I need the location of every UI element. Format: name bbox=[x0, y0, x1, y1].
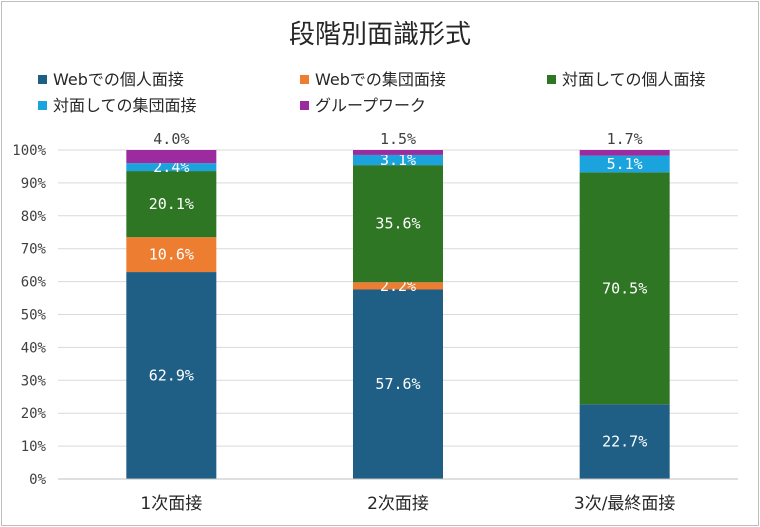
legend-item-web-individual: Webでの個人面接 bbox=[38, 66, 184, 90]
legend-label: Webでの集団面接 bbox=[315, 70, 446, 89]
y-tick-label: 70% bbox=[21, 242, 47, 258]
data-label: 57.6% bbox=[375, 375, 420, 393]
legend: Webでの個人面接 Webでの集団面接 対面しての個人面接 対面しての集団面接 … bbox=[0, 0, 760, 120]
y-tick-label: 80% bbox=[21, 209, 47, 225]
legend-swatch bbox=[38, 101, 47, 110]
bar-segment bbox=[353, 289, 443, 479]
bar-segment bbox=[353, 154, 443, 166]
data-label: 10.6% bbox=[149, 246, 194, 264]
data-label: 3.1% bbox=[380, 151, 416, 169]
bar-segment bbox=[126, 237, 217, 273]
bar-segment bbox=[579, 404, 670, 479]
bar-segment bbox=[126, 163, 217, 172]
y-tick-label: 100% bbox=[12, 143, 46, 159]
legend-swatch bbox=[547, 75, 556, 84]
y-tick-label: 10% bbox=[21, 439, 47, 455]
bar-segment bbox=[126, 171, 217, 238]
y-tick-label: 50% bbox=[21, 308, 47, 324]
data-label: 1.5% bbox=[380, 130, 416, 148]
bar-segment bbox=[353, 282, 443, 290]
y-tick-label: 60% bbox=[21, 275, 47, 291]
bar-segment bbox=[353, 165, 443, 283]
x-category-label: 1次面接 bbox=[140, 494, 202, 514]
bar-segment bbox=[579, 172, 670, 405]
data-label: 1.7% bbox=[607, 130, 643, 148]
bar-segment bbox=[126, 272, 217, 479]
legend-item-group-work: グループワーク bbox=[300, 92, 426, 116]
legend-swatch bbox=[300, 75, 309, 84]
data-label: 22.7% bbox=[602, 433, 647, 451]
legend-swatch bbox=[300, 101, 309, 110]
legend-item-inperson-individual: 対面しての個人面接 bbox=[547, 66, 706, 90]
y-tick-label: 20% bbox=[21, 406, 47, 422]
data-label: 70.5% bbox=[602, 279, 647, 297]
y-tick-label: 30% bbox=[21, 373, 47, 389]
data-label: 62.9% bbox=[149, 367, 194, 385]
y-tick-label: 90% bbox=[21, 176, 47, 192]
y-tick-label: 40% bbox=[21, 340, 47, 356]
data-label: 35.6% bbox=[375, 215, 420, 233]
bar-segment bbox=[353, 150, 443, 155]
bar-segment bbox=[579, 150, 670, 156]
legend-swatch bbox=[38, 75, 47, 84]
legend-item-inperson-group: 対面しての集団面接 bbox=[38, 92, 197, 116]
data-label: 5.1% bbox=[607, 155, 643, 173]
bar-segment bbox=[126, 150, 217, 164]
bar-segment bbox=[579, 155, 670, 173]
x-category-label: 3次/最終面接 bbox=[574, 494, 676, 514]
legend-label: 対面しての集団面接 bbox=[53, 96, 197, 115]
data-label: 4.0% bbox=[153, 130, 189, 148]
legend-item-web-group: Webでの集団面接 bbox=[300, 66, 446, 90]
y-tick-label: 0% bbox=[29, 472, 46, 488]
data-label: 20.1% bbox=[149, 195, 194, 213]
x-category-label: 2次面接 bbox=[367, 494, 429, 514]
chart-title: 段階別面識形式 bbox=[288, 20, 471, 50]
legend-label: グループワーク bbox=[315, 96, 427, 115]
legend-label: Webでの個人面接 bbox=[53, 70, 184, 89]
legend-label: 対面しての個人面接 bbox=[562, 70, 706, 89]
